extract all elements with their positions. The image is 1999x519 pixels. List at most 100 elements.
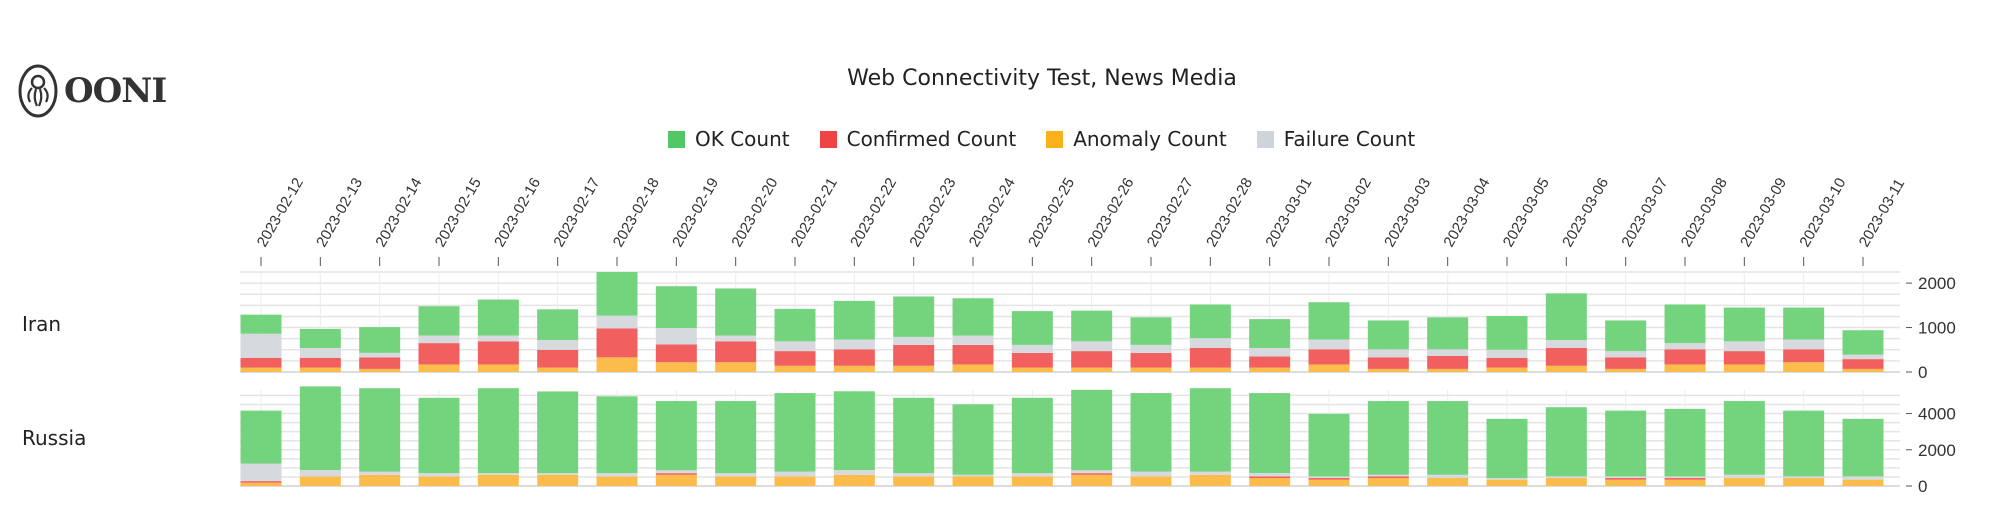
bar-anomaly xyxy=(477,474,519,486)
bar-failure xyxy=(1367,474,1409,477)
bar-ok xyxy=(537,391,579,474)
bar-failure xyxy=(1249,348,1291,357)
bar-anomaly xyxy=(655,474,697,486)
bar-failure xyxy=(1071,341,1113,352)
bar-failure xyxy=(1011,473,1053,477)
x-tick-label: 2023-03-04 xyxy=(1440,175,1493,250)
bar-failure xyxy=(477,473,519,475)
bar-anomaly xyxy=(359,368,401,372)
bar-confirmed xyxy=(418,343,460,365)
bar-ok xyxy=(1011,397,1053,474)
bar-anomaly xyxy=(1842,368,1884,372)
bar-ok xyxy=(655,401,697,471)
bar-ok xyxy=(596,272,638,316)
bar-anomaly xyxy=(1249,367,1291,372)
bar-ok xyxy=(952,404,994,475)
bar-failure xyxy=(1723,474,1765,479)
bar-ok xyxy=(359,388,401,472)
bar-failure xyxy=(893,473,935,477)
legend: OK Count Confirmed Count Anomaly Count Fail… xyxy=(668,127,1415,151)
bar-failure xyxy=(1189,471,1231,475)
bar-ok xyxy=(952,298,994,336)
row-label-iran: Iran xyxy=(22,312,62,336)
bar-ok xyxy=(1605,320,1647,352)
bar-anomaly xyxy=(1427,478,1469,486)
bar-ok xyxy=(418,306,460,336)
bar-anomaly xyxy=(477,364,519,372)
legend-item-confirmed[interactable]: Confirmed Count xyxy=(819,127,1017,151)
bar-anomaly xyxy=(240,367,282,372)
bar-failure xyxy=(774,341,816,352)
bar-confirmed xyxy=(477,341,519,365)
bar-failure xyxy=(1427,349,1469,356)
legend-label: Failure Count xyxy=(1283,127,1416,151)
x-tick-label: 2023-02-18 xyxy=(610,175,663,250)
legend-label: Anomaly Count xyxy=(1073,127,1227,151)
legend-swatch xyxy=(1046,130,1064,148)
legend-item-ok[interactable]: OK Count xyxy=(668,127,790,151)
bar-failure xyxy=(1783,339,1825,350)
x-tick-label: 2023-02-15 xyxy=(432,175,485,250)
bar-anomaly xyxy=(1367,368,1409,372)
bar-confirmed xyxy=(1071,473,1113,475)
legend-item-anomaly[interactable]: Anomaly Count xyxy=(1046,127,1227,151)
bar-ok xyxy=(833,391,875,471)
bar-ok xyxy=(774,308,816,342)
row-label-russia: Russia xyxy=(22,426,87,450)
bar-anomaly xyxy=(1605,479,1647,486)
bar-anomaly xyxy=(1011,367,1053,372)
legend-swatch xyxy=(819,130,837,148)
bar-anomaly xyxy=(1071,474,1113,486)
bar-failure xyxy=(1664,476,1706,479)
bar-failure xyxy=(1545,476,1587,479)
bar-anomaly xyxy=(299,476,341,486)
bar-anomaly xyxy=(1545,365,1587,372)
bar-failure xyxy=(1545,340,1587,348)
bar-confirmed xyxy=(774,351,816,366)
bar-failure xyxy=(596,473,638,477)
bar-ok xyxy=(1130,393,1172,472)
bar-ok xyxy=(1427,401,1469,475)
bar-anomaly xyxy=(774,476,816,486)
bar-anomaly xyxy=(1723,478,1765,486)
bar-confirmed xyxy=(1308,478,1350,480)
bar-ok xyxy=(359,327,401,353)
bar-failure xyxy=(299,348,341,358)
bar-failure xyxy=(537,473,579,475)
x-tick-label: 2023-02-12 xyxy=(254,175,307,250)
bar-confirmed xyxy=(655,344,697,363)
bar-anomaly xyxy=(1427,368,1469,372)
legend-label: Confirmed Count xyxy=(846,127,1017,151)
bar-anomaly xyxy=(952,364,994,372)
bar-anomaly xyxy=(655,362,697,372)
bar-failure xyxy=(1071,470,1113,474)
x-tick-label: 2023-03-02 xyxy=(1322,175,1375,250)
x-tick-label: 2023-02-23 xyxy=(906,175,959,250)
x-tick-label: 2023-03-10 xyxy=(1796,175,1849,250)
bar-ok xyxy=(1308,302,1350,340)
bar-ok xyxy=(1189,388,1231,472)
bar-confirmed xyxy=(1783,349,1825,363)
bar-confirmed xyxy=(359,357,401,369)
bar-confirmed xyxy=(1486,357,1528,368)
legend-item-failure[interactable]: Failure Count xyxy=(1256,127,1416,151)
bar-anomaly xyxy=(1605,368,1647,372)
bar-anomaly xyxy=(299,367,341,372)
x-tick-label: 2023-02-19 xyxy=(669,175,722,250)
bar-ok xyxy=(715,401,757,474)
logo-text: OONI xyxy=(64,71,167,111)
bar-ok xyxy=(1071,389,1113,471)
bar-anomaly xyxy=(833,474,875,486)
bar-ok xyxy=(1783,307,1825,340)
bar-failure xyxy=(1723,341,1765,352)
bar-ok xyxy=(833,300,875,340)
bar-ok xyxy=(1249,393,1291,474)
x-tick-label: 2023-03-11 xyxy=(1856,176,1909,250)
bar-failure xyxy=(833,339,875,350)
bar-confirmed xyxy=(1071,351,1113,368)
bar-failure xyxy=(655,470,697,474)
bar-ok xyxy=(240,410,282,464)
bar-ok xyxy=(893,397,935,474)
bar-anomaly xyxy=(1189,367,1231,372)
bar-failure xyxy=(655,328,697,345)
